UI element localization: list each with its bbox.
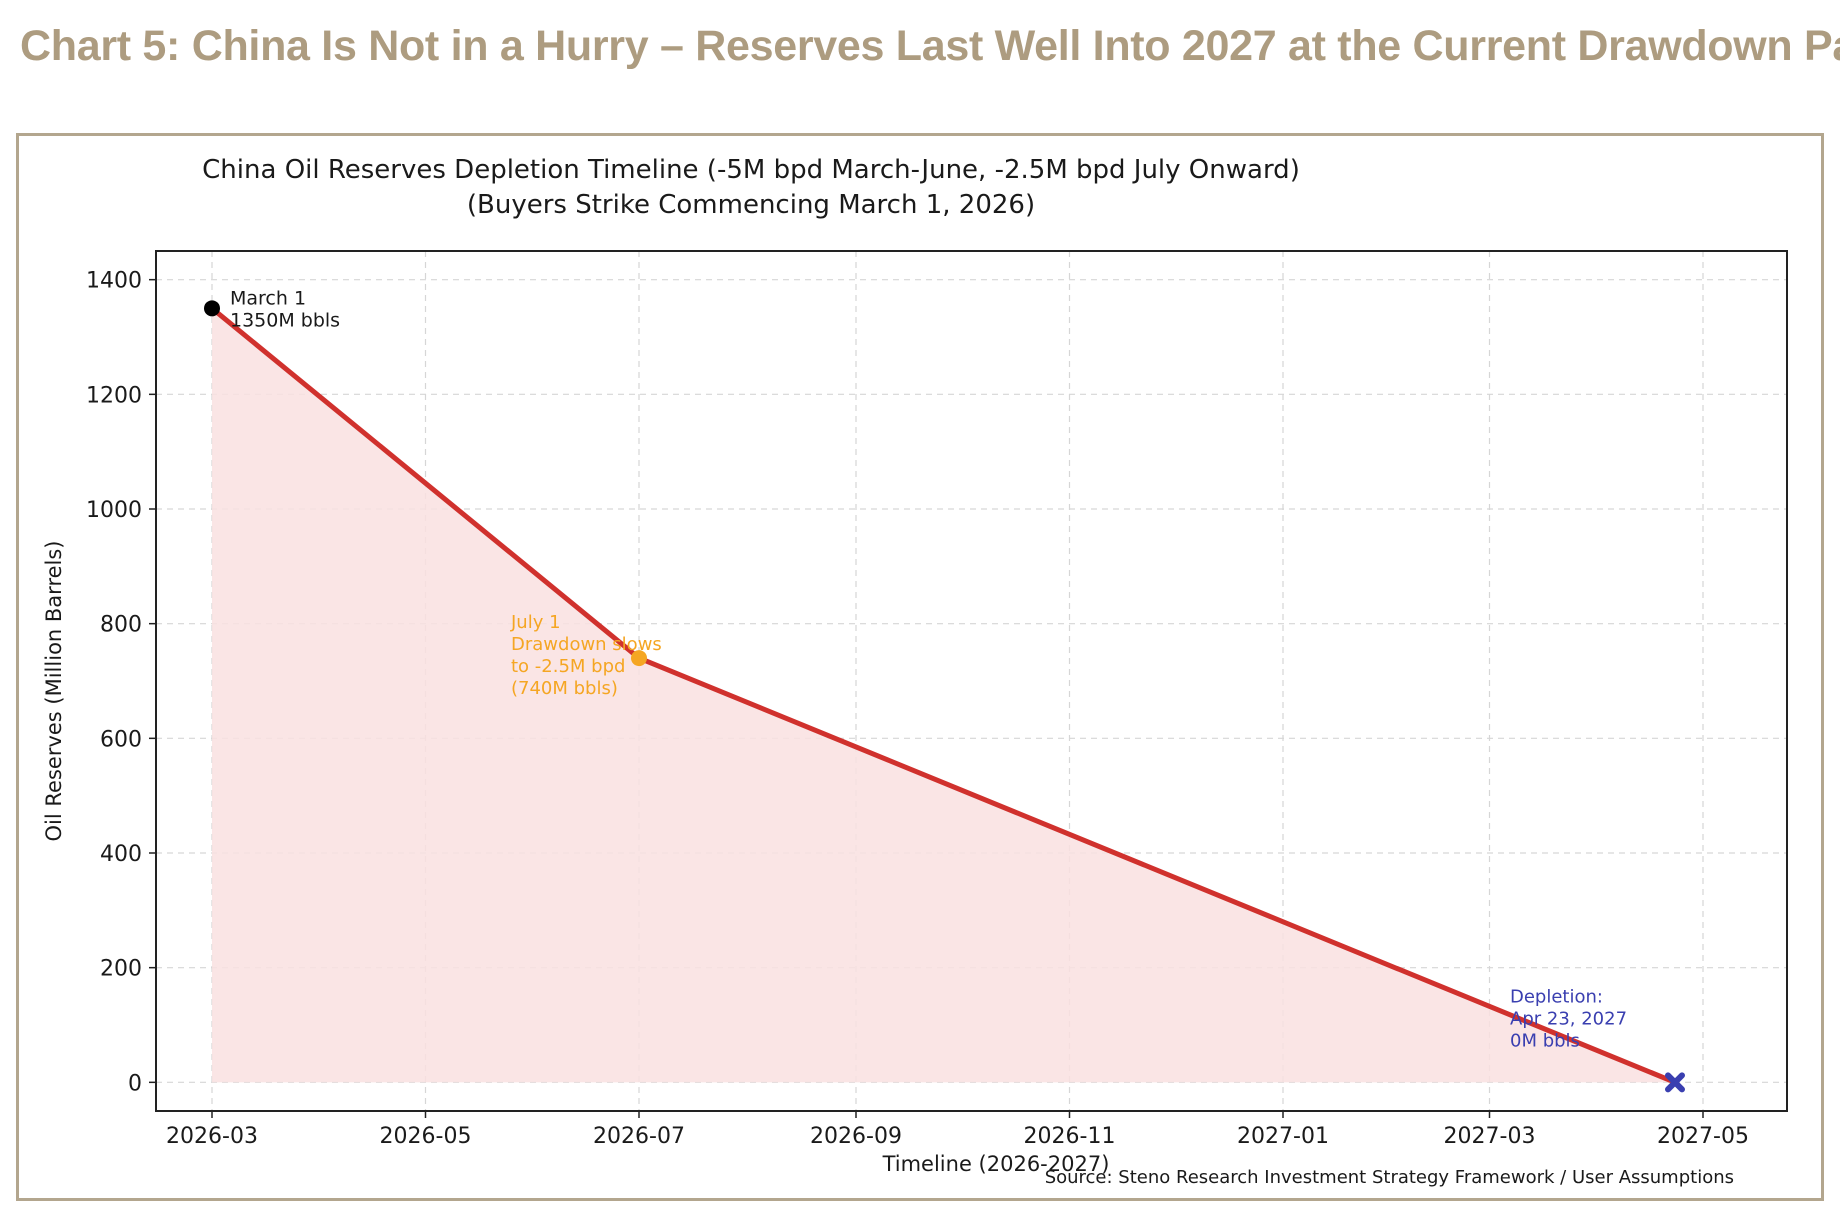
- mid-annotation-line: Drawdown slows: [511, 634, 662, 655]
- mid-annotation-line: July 1: [510, 612, 561, 633]
- x-tick-label: 2026-11: [1024, 1124, 1116, 1149]
- x-tick-label: 2026-07: [593, 1124, 685, 1149]
- depletion-annotation-line: 0M bbls: [1510, 1030, 1580, 1051]
- mid-annotation-line: to -2.5M bpd: [511, 656, 625, 677]
- start-point-marker: [204, 300, 220, 317]
- y-tick-label: 1000: [86, 498, 142, 523]
- y-tick-label: 1200: [86, 383, 142, 408]
- start-annotation: March 1 1350M bbls: [230, 287, 340, 331]
- y-tick-label: 800: [100, 613, 142, 638]
- x-tick-label: 2026-05: [380, 1124, 472, 1149]
- area-under-line: [212, 308, 1675, 1083]
- depletion-annotation-line: Apr 23, 2027: [1510, 1008, 1627, 1029]
- source-note: Source: Steno Research Investment Strate…: [1045, 1167, 1734, 1188]
- y-tick-label: 400: [100, 842, 142, 867]
- depletion-x-marker: [1665, 1072, 1685, 1093]
- annotation-layer: March 1 1350M bbls July 1 Drawdown slows to …: [230, 287, 1627, 1051]
- chart-frame: China Oil Reserves Depletion Timeline (-…: [16, 133, 1824, 1201]
- y-axis-ticks: 0 200 400 600 800 1000 1200 1400: [86, 269, 156, 1096]
- x-axis-ticks: 2026-03 2026-05 2026-07 2026-09 2026-11 2027-…: [166, 1111, 1749, 1149]
- plot-area-border: [155, 250, 1788, 1112]
- y-tick-label: 600: [100, 727, 142, 752]
- x-tick-label: 2027-05: [1657, 1124, 1749, 1149]
- start-annotation-line: 1350M bbls: [230, 309, 340, 331]
- x-axis-label: Timeline (2026-2027): [882, 1152, 1110, 1176]
- chart-title: China Oil Reserves Depletion Timeline (-…: [202, 155, 1300, 185]
- area-fill-layer: [212, 308, 1675, 1083]
- chart-subtitle: (Buyers Strike Commencing March 1, 2026): [467, 190, 1035, 220]
- depletion-chart: China Oil Reserves Depletion Timeline (-…: [42, 155, 1788, 1188]
- y-tick-label: 200: [100, 957, 142, 982]
- depletion-annotation-line: Depletion:: [1510, 986, 1603, 1007]
- depletion-annotation: Depletion: Apr 23, 2027 0M bbls: [1510, 986, 1627, 1051]
- y-axis-label: Oil Reserves (Million Barrels): [42, 541, 66, 842]
- x-tick-label: 2026-09: [810, 1124, 902, 1149]
- y-tick-label: 1400: [86, 269, 142, 294]
- start-annotation-line: March 1: [230, 287, 306, 309]
- x-tick-label: 2027-03: [1444, 1124, 1536, 1149]
- chart-heading: Chart 5: China Is Not in a Hurry – Reser…: [20, 22, 1840, 70]
- x-tick-label: 2027-01: [1237, 1124, 1329, 1149]
- y-tick-label: 0: [128, 1071, 142, 1096]
- marker-layer: [204, 300, 1685, 1093]
- july-point-marker: [631, 650, 647, 667]
- x-tick-label: 2026-03: [166, 1124, 258, 1149]
- mid-annotation: July 1 Drawdown slows to -2.5M bpd (740M bb…: [510, 612, 662, 699]
- mid-annotation-line: (740M bbls): [511, 678, 618, 699]
